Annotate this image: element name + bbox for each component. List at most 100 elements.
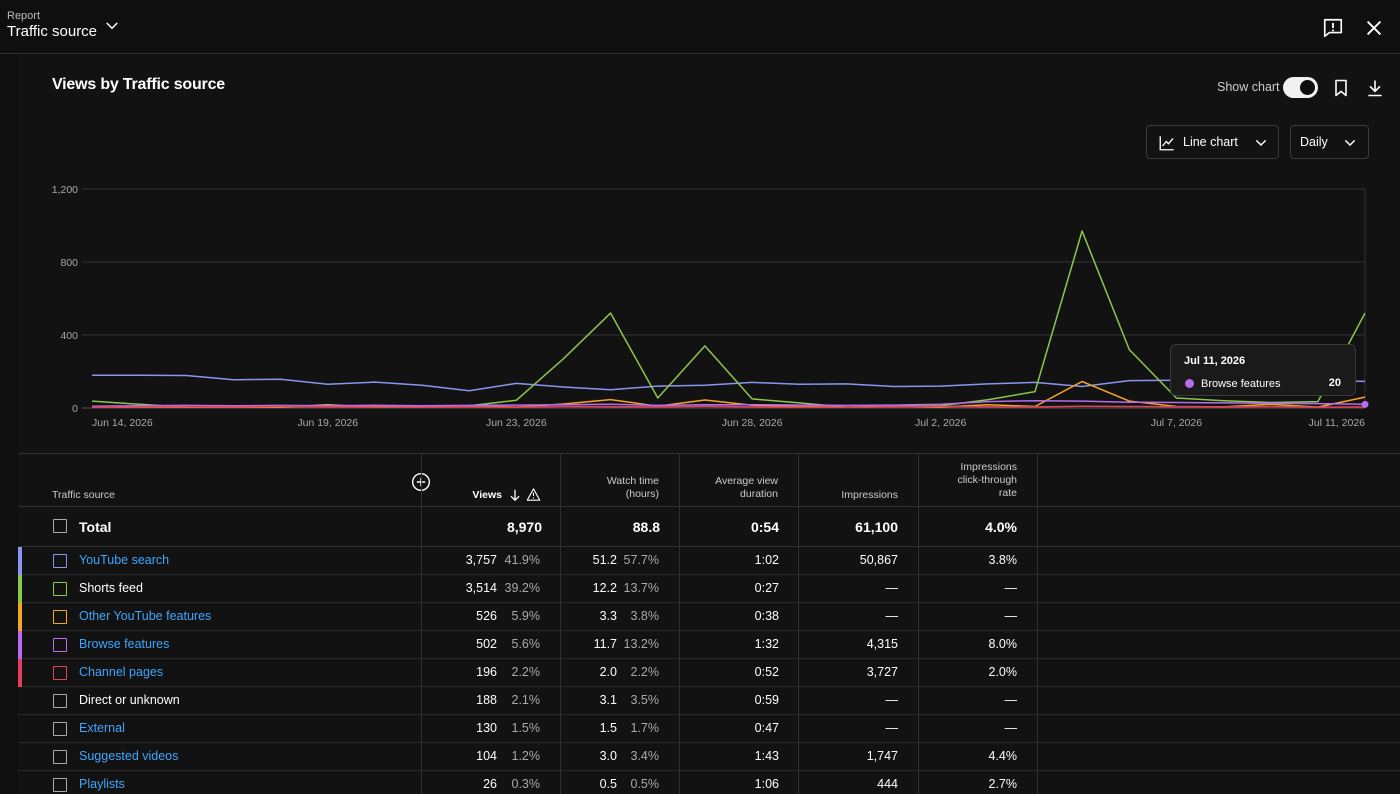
row-ctr: 2.0% bbox=[988, 665, 1018, 679]
row-views-pct: 0.3% bbox=[511, 777, 541, 791]
row-source-link[interactable]: YouTube search bbox=[79, 553, 170, 567]
row-watch-time-pct: 2.2% bbox=[630, 665, 660, 679]
series-color-bar bbox=[18, 547, 22, 575]
row-ctr: — bbox=[1004, 693, 1018, 707]
row-watch-time-pct: 13.7% bbox=[623, 581, 659, 595]
row-checkbox[interactable] bbox=[53, 722, 67, 736]
header-watch-time[interactable]: Watch time (hours) bbox=[578, 475, 659, 501]
views-line-chart[interactable]: 1,200 800 400 0 Jun 14, 2026 Jun 19, 2026 Jun … bbox=[0, 170, 1400, 440]
header-average-view-duration[interactable]: Average view duration bbox=[688, 475, 778, 501]
column-divider bbox=[560, 453, 561, 794]
row-views: 3,514 bbox=[465, 581, 497, 595]
series-color-bar bbox=[18, 631, 22, 659]
x-tick-label: Jun 14, 2026 bbox=[92, 417, 153, 429]
row-views: 502 bbox=[476, 637, 497, 651]
row-views-pct: 2.2% bbox=[511, 665, 541, 679]
highlighted-data-point bbox=[1361, 400, 1369, 408]
table-row[interactable]: Direct or unknown 188 2.1% 3.1 3.5% 0:59 — — bbox=[18, 687, 1400, 715]
row-views: 196 bbox=[476, 665, 497, 679]
row-avg-view-duration: 0:52 bbox=[754, 665, 779, 679]
row-source-label: Direct or unknown bbox=[79, 693, 180, 707]
row-checkbox[interactable] bbox=[53, 694, 67, 708]
column-divider bbox=[918, 453, 919, 794]
table-row[interactable]: Other YouTube features 526 5.9% 3.3 3.8% 0:38… bbox=[18, 603, 1400, 631]
table-row[interactable]: Shorts feed 3,514 39.2% 12.2 13.7% 0:27 — — bbox=[18, 575, 1400, 603]
chart-tooltip: Jul 11, 2026 Browse features 20 bbox=[1170, 344, 1356, 396]
row-impressions: 61,100 bbox=[855, 519, 898, 535]
row-checkbox[interactable] bbox=[53, 582, 67, 596]
warning-icon[interactable] bbox=[526, 487, 541, 502]
row-checkbox[interactable] bbox=[53, 778, 67, 792]
row-checkbox[interactable] bbox=[53, 750, 67, 764]
row-views: 26 bbox=[483, 777, 497, 791]
header-watch-time-line2: (hours) bbox=[625, 488, 659, 500]
line-chart-icon bbox=[1159, 136, 1174, 151]
column-divider bbox=[679, 453, 680, 794]
row-source-link[interactable]: Other YouTube features bbox=[79, 609, 212, 623]
series-line-youtube-search bbox=[92, 374, 1366, 392]
row-source-link[interactable]: Suggested videos bbox=[79, 749, 179, 763]
column-divider bbox=[798, 453, 799, 794]
table-row-total: Total 8,970 88.8 0:54 61,100 4.0% bbox=[18, 507, 1400, 547]
row-watch-time-pct: 1.7% bbox=[630, 721, 660, 735]
row-views: 104 bbox=[476, 749, 497, 763]
row-checkbox[interactable] bbox=[53, 554, 67, 568]
row-watch-time: 3.1 bbox=[599, 693, 617, 707]
interval-dropdown[interactable]: Daily bbox=[1290, 125, 1369, 159]
series-color-bar bbox=[18, 659, 22, 687]
bookmark-icon[interactable] bbox=[1331, 78, 1351, 98]
table-row[interactable]: Suggested videos 104 1.2% 3.0 3.4% 1:43 1,747 4… bbox=[18, 743, 1400, 771]
row-views-pct: 39.2% bbox=[504, 581, 540, 595]
header-impressions-ctr[interactable]: Impressions click-through rate bbox=[928, 461, 1017, 500]
sort-down-icon[interactable] bbox=[508, 488, 522, 502]
header-ctr-line2: click-through bbox=[957, 474, 1017, 486]
row-impressions: — bbox=[885, 581, 899, 595]
table-row[interactable]: External 130 1.5% 1.5 1.7% 0:47 — — bbox=[18, 715, 1400, 743]
row-checkbox[interactable] bbox=[53, 666, 67, 680]
table-row[interactable]: Playlists 26 0.3% 0.5 0.5% 1:06 444 2.7% bbox=[18, 771, 1400, 794]
row-ctr: 2.7% bbox=[988, 777, 1018, 791]
row-source-link[interactable]: Channel pages bbox=[79, 665, 164, 679]
close-icon[interactable] bbox=[1363, 17, 1385, 39]
header-impressions[interactable]: Impressions bbox=[841, 489, 898, 501]
feedback-icon[interactable] bbox=[1322, 17, 1344, 39]
report-label: Report bbox=[7, 10, 41, 22]
row-impressions: — bbox=[885, 721, 899, 735]
report-title[interactable]: Traffic source bbox=[7, 23, 98, 40]
row-source-link[interactable]: Playlists bbox=[79, 777, 125, 791]
header-ctr-line3: rate bbox=[998, 487, 1017, 499]
tooltip-series-dot bbox=[1185, 379, 1194, 388]
row-ctr: 4.0% bbox=[985, 519, 1017, 535]
row-watch-time: 88.8 bbox=[632, 519, 660, 535]
report-panel bbox=[18, 54, 1400, 794]
panel-title: Views by Traffic source bbox=[52, 76, 225, 93]
chevron-down-icon bbox=[1255, 139, 1267, 147]
row-watch-time: 3.0 bbox=[599, 749, 617, 763]
row-views: 3,757 bbox=[465, 553, 497, 567]
column-divider bbox=[421, 453, 422, 794]
toggle-knob bbox=[1300, 80, 1315, 95]
chart-type-dropdown[interactable]: Line chart bbox=[1146, 125, 1279, 159]
row-ctr: 4.4% bbox=[988, 749, 1018, 763]
row-avg-view-duration: 0:47 bbox=[754, 721, 779, 735]
table-row[interactable]: Channel pages 196 2.2% 2.0 2.2% 0:52 3,727 2.0% bbox=[18, 659, 1400, 687]
tooltip-series-name: Browse features bbox=[1201, 378, 1281, 390]
download-icon[interactable] bbox=[1365, 78, 1385, 98]
show-chart-label: Show chart bbox=[1217, 80, 1280, 94]
row-avg-view-duration: 1:43 bbox=[754, 749, 779, 763]
header-views[interactable]: Views bbox=[472, 489, 502, 501]
interval-label: Daily bbox=[1300, 135, 1328, 149]
chevron-down-icon[interactable] bbox=[103, 17, 121, 35]
row-watch-time: 0.5 bbox=[599, 777, 617, 791]
table-row[interactable]: Browse features 502 5.6% 11.7 13.2% 1:32 4,315… bbox=[18, 631, 1400, 659]
table-row[interactable]: YouTube search 3,757 41.9% 51.2 57.7% 1:02 50,… bbox=[18, 547, 1400, 575]
header-traffic-source[interactable]: Traffic source bbox=[52, 489, 116, 501]
show-chart-toggle[interactable] bbox=[1283, 77, 1318, 98]
row-checkbox[interactable] bbox=[53, 610, 67, 624]
row-watch-time: 12.2 bbox=[592, 581, 617, 595]
total-checkbox[interactable] bbox=[53, 519, 67, 533]
row-source-link[interactable]: Browse features bbox=[79, 637, 170, 651]
row-impressions: 1,747 bbox=[866, 749, 898, 763]
row-source-link[interactable]: External bbox=[79, 721, 125, 735]
row-checkbox[interactable] bbox=[53, 638, 67, 652]
